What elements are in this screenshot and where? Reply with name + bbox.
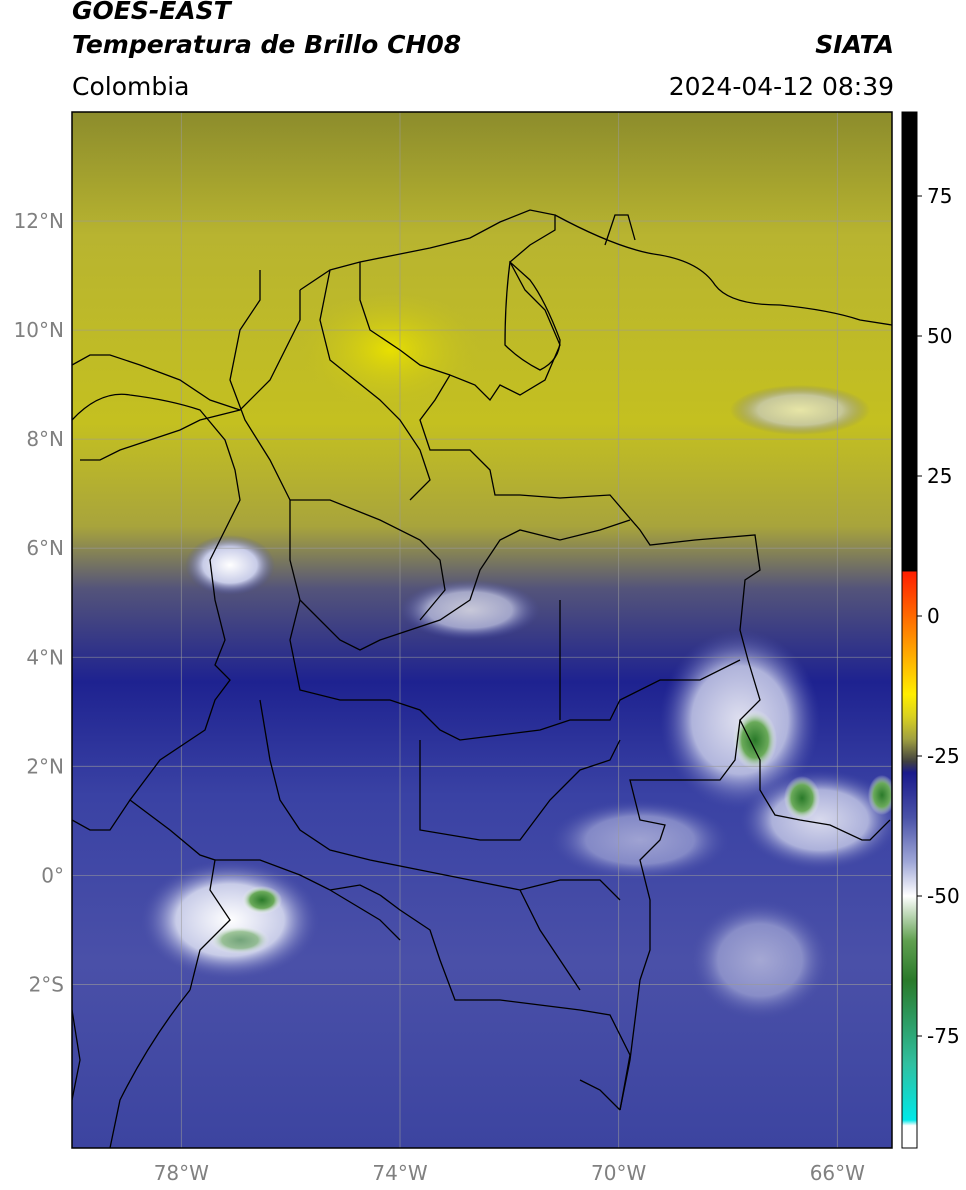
satellite-title: GOES-EAST bbox=[72, 0, 231, 25]
colorbar-tick-label: -50 bbox=[927, 884, 960, 908]
colorbar-tick-label: -75 bbox=[927, 1024, 960, 1048]
lat-tick-label: 2°N bbox=[26, 754, 64, 778]
lon-tick-label: 74°W bbox=[372, 1161, 427, 1185]
lat-tick-label: 0° bbox=[41, 863, 64, 887]
lon-tick-label: 78°W bbox=[154, 1161, 209, 1185]
lat-tick-label: 4°N bbox=[26, 645, 64, 669]
product-title: Temperatura de Brillo CH08 bbox=[72, 30, 462, 59]
colorbar-ticks: 75 50 25 0 -25 -50 -75 bbox=[917, 184, 960, 1048]
lon-tick-label: 66°W bbox=[810, 1161, 865, 1185]
satellite-image bbox=[72, 112, 892, 1148]
lat-tick-label: 10°N bbox=[14, 318, 64, 342]
lon-tick-label: 70°W bbox=[591, 1161, 646, 1185]
agency-label: SIATA bbox=[815, 30, 894, 59]
longitude-labels: 78°W 74°W 70°W 66°W bbox=[154, 1161, 865, 1185]
latitude-labels: 12°N 10°N 8°N 6°N 4°N 2°N 0° 2°S bbox=[14, 209, 64, 996]
colorbar-tick-label: 50 bbox=[927, 324, 952, 348]
boundaries bbox=[72, 209, 892, 1148]
colorbar: 75 50 25 0 -25 -50 -75 bbox=[901, 111, 960, 1149]
lat-tick-label: 2°S bbox=[29, 972, 64, 996]
colorbar-tick-label: 75 bbox=[927, 184, 952, 208]
colorbar-tick-label: 25 bbox=[927, 464, 952, 488]
lat-tick-label: 6°N bbox=[26, 536, 64, 560]
colorbar-tick-label: 0 bbox=[927, 604, 940, 628]
colorbar-tick-label: -25 bbox=[927, 744, 960, 768]
graticule bbox=[72, 112, 892, 1148]
lat-tick-label: 8°N bbox=[26, 427, 64, 451]
datetime-label: 2024-04-12 08:39 bbox=[668, 72, 894, 101]
map-frame bbox=[71, 111, 893, 1149]
region-label: Colombia bbox=[72, 72, 190, 101]
lat-tick-label: 12°N bbox=[14, 209, 64, 233]
